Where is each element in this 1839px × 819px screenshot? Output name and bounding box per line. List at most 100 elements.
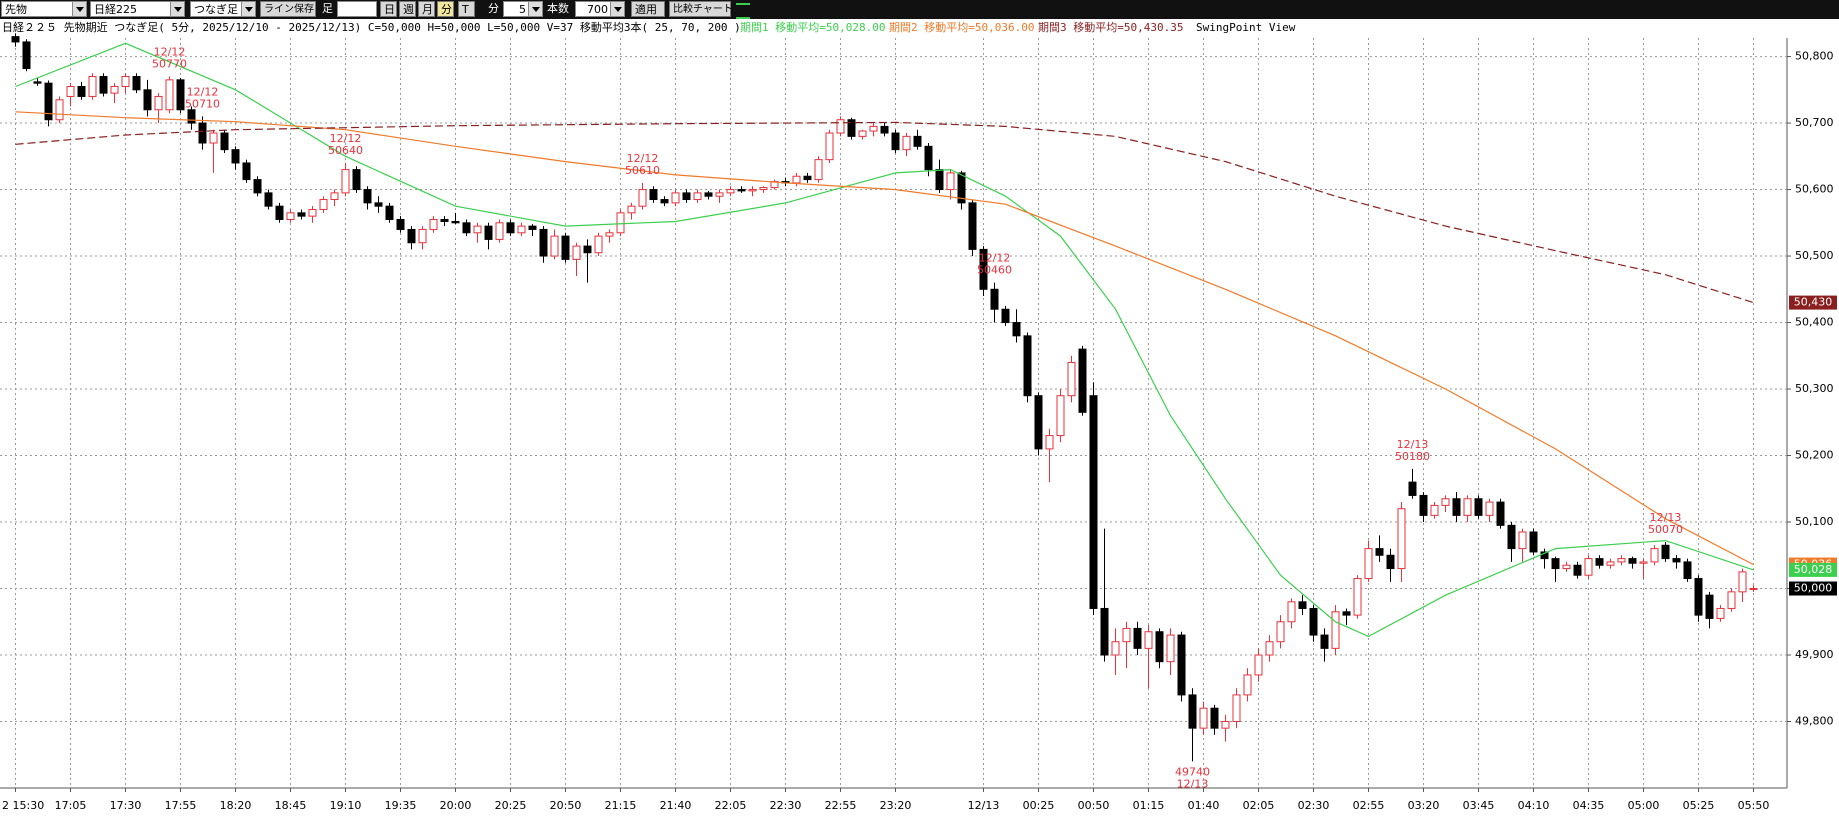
annotation-date: 12/12 [187, 85, 219, 98]
candle-body [1672, 558, 1681, 563]
candle-body [1463, 498, 1472, 516]
unit: 5 [519, 3, 526, 16]
candle-body [902, 135, 911, 151]
candle-body [792, 175, 801, 184]
x-tick-label: 02:30 [1298, 799, 1330, 812]
x-tick-label: 22:05 [715, 799, 747, 812]
candle-body [198, 122, 207, 144]
annotation-date: 12/12 [330, 132, 362, 145]
icon [736, 3, 750, 19]
mode: つなぎ足 [194, 3, 238, 16]
candle-body [385, 205, 394, 220]
x-tick-label: 19:10 [330, 799, 362, 812]
candle-body [1001, 308, 1010, 324]
y-tick-label: 50,500 [1795, 249, 1834, 262]
candle-body [1045, 435, 1054, 450]
candle-body [495, 222, 504, 240]
candle-body [616, 212, 625, 234]
legend-entry: 期間2 移動平均=50,036.00 [889, 21, 1035, 34]
x-tick-label: 04:10 [1518, 799, 1550, 812]
ashi-input[interactable] [337, 1, 377, 17]
index-select[interactable]: 日経225 [90, 1, 185, 17]
y-tick-label: 50,700 [1795, 116, 1834, 129]
x-tick-label: 04:35 [1573, 799, 1605, 812]
candle-body [33, 81, 42, 84]
candle-body [583, 245, 592, 254]
candle-body [506, 222, 515, 234]
candle-body [1122, 627, 1131, 643]
x-tick-label: 01:40 [1188, 799, 1220, 812]
x-tick-label: 20:25 [495, 799, 527, 812]
compare-button[interactable]: 比較チャート [669, 1, 733, 17]
candle-body [1023, 335, 1032, 397]
candle-body [1694, 578, 1703, 616]
apply-button[interactable]: 適用 [631, 1, 665, 17]
plot-area [0, 38, 1787, 788]
candle-body [1155, 631, 1164, 663]
candle-body [1529, 531, 1538, 553]
candle-body [594, 235, 603, 254]
candle-body [814, 159, 823, 181]
x-tick-label: 05:50 [1738, 799, 1770, 812]
candle-body [1100, 607, 1109, 656]
annotation-value: 50460 [977, 264, 1012, 277]
y-tick-label: 50,100 [1795, 515, 1834, 528]
candle-body [1716, 607, 1725, 619]
candle-body [407, 228, 416, 244]
candle-body [891, 132, 900, 151]
view-label: SwingPoint View [1196, 21, 1296, 34]
x-tick-label: 20:50 [550, 799, 582, 812]
mode-select[interactable]: つなぎ足 [190, 1, 256, 17]
candle-body [825, 132, 834, 161]
legend-entry: 期間3 移動平均=50,430.35 [1038, 21, 1184, 34]
price-tag-label: 50,028 [1794, 563, 1833, 576]
candle-body [1386, 554, 1395, 570]
candle-body [1551, 558, 1560, 570]
candle-body [682, 192, 691, 201]
tick-button[interactable]: T [458, 1, 475, 17]
annotation-value: 49740 [1175, 765, 1210, 778]
plot [11, 33, 1758, 762]
save-button[interactable]: ライン保存 [260, 1, 316, 17]
candle-body [539, 228, 548, 257]
price-tag-label: 50,430 [1794, 296, 1833, 309]
x-tick-label: 17:55 [165, 799, 197, 812]
candle-body [484, 225, 493, 240]
annotation-date: 12/12 [154, 46, 186, 59]
candle-body [1474, 498, 1483, 516]
candle-body [330, 192, 339, 201]
y-tick-label: 50,800 [1795, 50, 1834, 63]
x-tick-label: 02:05 [1243, 799, 1275, 812]
candle-body [1265, 641, 1274, 656]
candle-body [1727, 591, 1736, 609]
unit-input[interactable]: 5 [503, 1, 543, 17]
x-tick-label: 21:15 [605, 799, 637, 812]
candle-body [1331, 611, 1340, 649]
x-tick-label: 01:15 [1133, 799, 1165, 812]
toolbar: 先物 日経225 つなぎ足 ライン保存 足 日 週 月 分 T 分 5 本数 7… [0, 0, 1839, 19]
candle-body [418, 228, 427, 244]
candle-body [1210, 707, 1219, 729]
candle-body [1188, 694, 1197, 729]
legend-entry: 期間1 移動平均=50,028.00 [740, 21, 886, 34]
candle-body [1628, 558, 1637, 564]
candle-body [374, 202, 383, 207]
month-button[interactable]: 月 [418, 1, 435, 17]
candle-body [748, 189, 757, 192]
candle-body [913, 135, 922, 147]
week-button[interactable]: 週 [399, 1, 416, 17]
minute-button[interactable]: 分 [437, 1, 454, 17]
day-button[interactable]: 日 [380, 1, 397, 17]
count: 700 [587, 3, 608, 16]
candle-body [1199, 707, 1208, 729]
x-tick-label: 12/13 [968, 799, 1000, 812]
x-tick-label: 00:50 [1078, 799, 1110, 812]
candle-body [1221, 721, 1230, 729]
candle-body [1144, 631, 1153, 649]
count-input[interactable]: 700 [575, 1, 625, 17]
candle-body [649, 189, 658, 201]
market-select[interactable]: 先物 [1, 1, 87, 17]
candle-body [1232, 694, 1241, 723]
candle-body [1705, 594, 1714, 619]
candle-body [1177, 634, 1186, 696]
